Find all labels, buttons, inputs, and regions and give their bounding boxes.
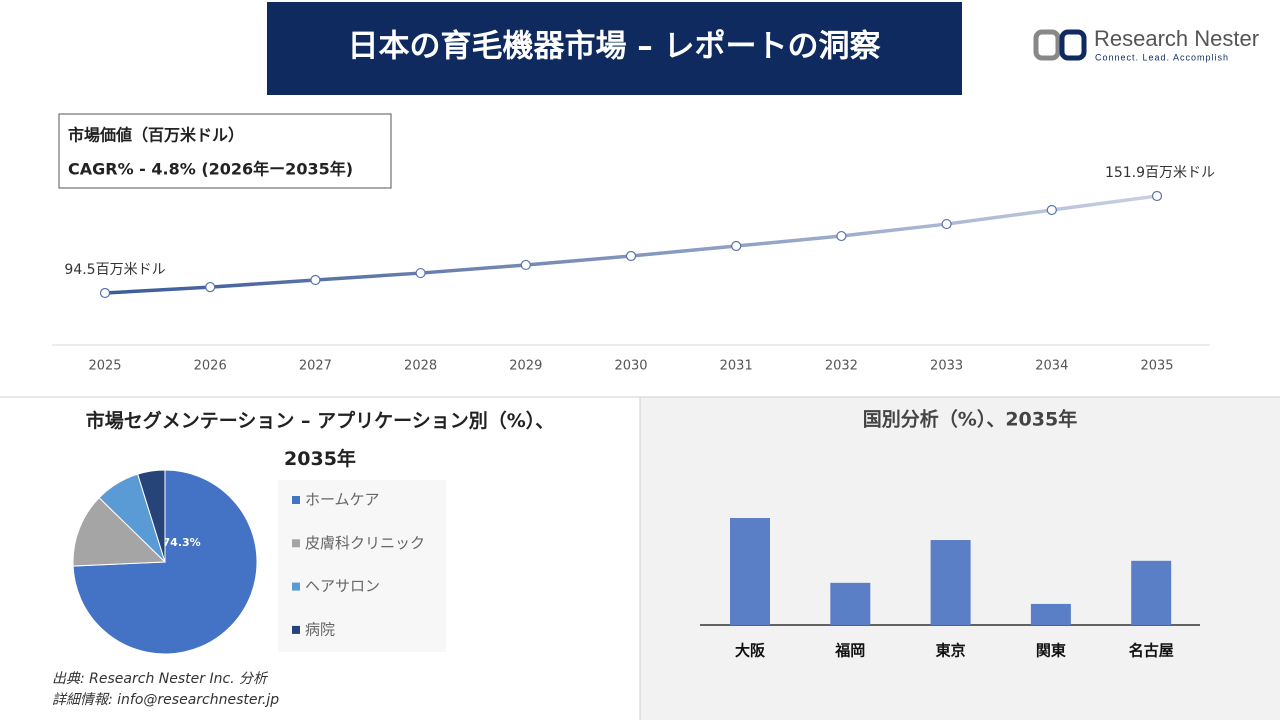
bar bbox=[730, 518, 770, 625]
x-tick-label: 2027 bbox=[299, 359, 332, 374]
x-tick-label: 2035 bbox=[1140, 359, 1173, 374]
x-tick-label: 関東 bbox=[1036, 642, 1066, 660]
point bbox=[1151, 190, 1163, 202]
x-tick-label: 2028 bbox=[404, 359, 437, 374]
legend-box bbox=[278, 480, 446, 652]
data-label: 94.5百万米ドル bbox=[64, 262, 165, 278]
logo-name: Research Nester bbox=[1094, 26, 1259, 51]
point bbox=[310, 274, 321, 286]
x-tick-label: 2034 bbox=[1035, 359, 1068, 374]
logo-icon bbox=[1033, 29, 1087, 61]
legend-swatch bbox=[292, 496, 300, 504]
x-tick-label: 名古屋 bbox=[1129, 642, 1174, 660]
legend-label: 皮膚科クリニック bbox=[305, 534, 425, 552]
point bbox=[99, 287, 111, 299]
annotation: 市場価値（百万米ドル） bbox=[68, 126, 244, 145]
page-title: 日本の育毛機器市場 – レポートの洞察 bbox=[347, 29, 881, 65]
point bbox=[836, 230, 847, 242]
x-tick-label: 2033 bbox=[930, 359, 963, 374]
annotation-box bbox=[58, 113, 392, 189]
data-label: 151.9百万米ドル bbox=[1105, 165, 1215, 181]
legend-label: ホームケア bbox=[305, 491, 380, 509]
legend-swatch bbox=[292, 582, 300, 591]
bar bbox=[930, 540, 971, 625]
bar-title: 国別分析（%）、2035年 bbox=[863, 408, 1077, 431]
point bbox=[1046, 204, 1057, 216]
x-tick-label: 2025 bbox=[88, 359, 121, 374]
x-tick-label: 2032 bbox=[825, 359, 858, 374]
pie-title: 市場セグメンテーション – アプリケーション別（%）、2035年 bbox=[85, 410, 555, 470]
legend-label: ヘアサロン bbox=[305, 577, 380, 595]
point bbox=[941, 218, 952, 230]
point bbox=[415, 267, 426, 279]
bar bbox=[1131, 560, 1172, 625]
x-tick-label: 2031 bbox=[720, 359, 753, 374]
point bbox=[731, 240, 742, 252]
point bbox=[625, 250, 637, 262]
bar bbox=[1030, 603, 1071, 625]
bar bbox=[830, 582, 871, 625]
pie-slice bbox=[72, 497, 167, 567]
line bbox=[104, 194, 1158, 295]
point bbox=[205, 281, 216, 293]
pie-slice bbox=[137, 469, 166, 563]
legend-swatch bbox=[292, 539, 300, 548]
x-tick-label: 2026 bbox=[194, 359, 227, 374]
annotation: CAGR% - 4.8% (2026年ー2035年) bbox=[68, 160, 353, 179]
legend-swatch bbox=[292, 625, 300, 634]
footer-contact: 詳細情報: info@researchnester.jp bbox=[52, 692, 279, 708]
logo-tagline: Connect. Lead. Accomplish bbox=[1095, 52, 1229, 62]
x-tick-label: 2029 bbox=[509, 359, 542, 374]
x-tick-label: 福岡 bbox=[834, 642, 865, 660]
point bbox=[520, 259, 531, 271]
data-label: 74.3% bbox=[163, 536, 201, 549]
x-tick-label: 2030 bbox=[614, 359, 647, 374]
footer-source: 出典: Research Nester Inc. 分析 bbox=[52, 671, 269, 687]
x-tick-label: 東京 bbox=[936, 642, 966, 660]
x-tick-label: 大阪 bbox=[735, 642, 766, 660]
title-box bbox=[267, 2, 962, 95]
legend-label: 病院 bbox=[305, 620, 335, 638]
